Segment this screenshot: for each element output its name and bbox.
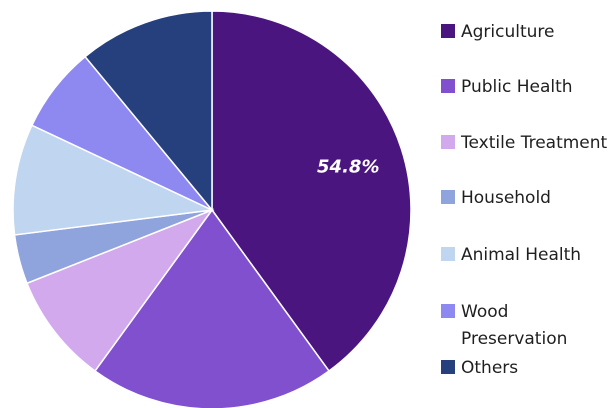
- legend-label: Wood: [461, 302, 508, 322]
- pie-slice-textile-treatment: [26, 208, 215, 373]
- legend-label: Others: [461, 358, 518, 378]
- data-label-agriculture: 54.8%: [317, 157, 379, 178]
- legend-swatch: [441, 79, 455, 93]
- legend-swatch: [441, 360, 455, 374]
- legend-label: Preservation: [461, 329, 567, 349]
- legend-item-textile-treatment: Textile Treatment: [441, 133, 608, 153]
- legend-swatch: [441, 190, 455, 204]
- pie-slice-animal-health: [12, 124, 215, 236]
- legend-swatch: [441, 247, 455, 261]
- legend-label: Household: [461, 188, 551, 208]
- legend-item-animal-health: Animal Health: [441, 245, 581, 265]
- legend-item-public-health: Public Health: [441, 77, 573, 97]
- legend-label: Textile Treatment: [460, 133, 608, 153]
- legend-label: Public Health: [461, 77, 573, 97]
- legend: Agriculture Public Health Textile Treatmen…: [441, 22, 608, 378]
- pie-slices: [12, 10, 412, 408]
- legend-swatch: [441, 24, 455, 38]
- legend-swatch: [441, 135, 455, 149]
- legend-item-wood-preservation: Wood Preservation: [441, 302, 567, 349]
- pie-slice-public-health: [93, 208, 331, 408]
- legend-item-others: Others: [441, 358, 518, 378]
- legend-label: Agriculture: [461, 22, 555, 42]
- legend-swatch: [441, 304, 455, 318]
- pie-data-labels: 54.8%: [317, 157, 379, 178]
- legend-item-agriculture: Agriculture: [441, 22, 555, 42]
- legend-item-household: Household: [441, 188, 551, 208]
- legend-label: Animal Health: [461, 245, 581, 265]
- pie-slice-others: [84, 10, 213, 213]
- pie-slice-agriculture: [211, 10, 412, 373]
